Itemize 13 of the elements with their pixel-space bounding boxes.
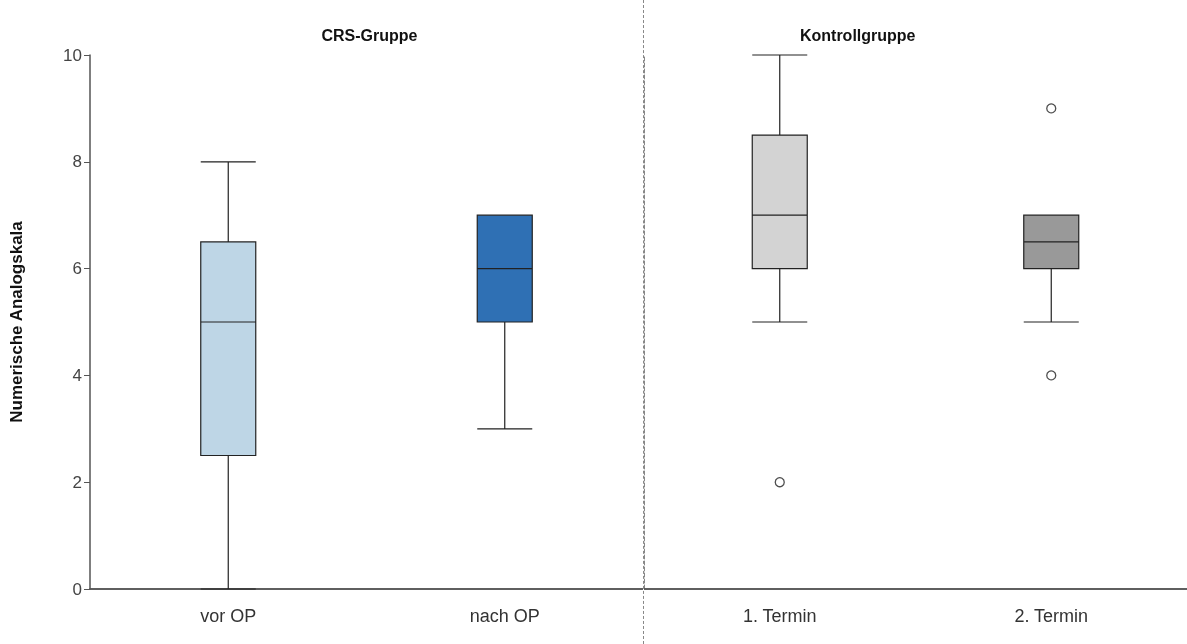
x-tick-label: nach OP	[469, 606, 540, 626]
y-tick-label: 0	[72, 579, 82, 599]
y-tick-label: 8	[72, 152, 82, 172]
x-tick-label: 2. Termin	[1014, 606, 1089, 626]
x-tick-label: 1. Termin	[742, 606, 817, 626]
y-tick-label: 10	[63, 45, 82, 65]
chart-title: CRS-Gruppe	[321, 26, 418, 44]
y-tick-label: 4	[72, 365, 82, 385]
y-tick-label: 6	[72, 259, 82, 279]
chart-title: Kontrollgruppe	[799, 26, 916, 44]
y-axis-title: Numerische Analogskala	[7, 220, 26, 423]
x-tick-label: vor OP	[200, 606, 257, 626]
y-tick-label: 2	[72, 472, 82, 492]
